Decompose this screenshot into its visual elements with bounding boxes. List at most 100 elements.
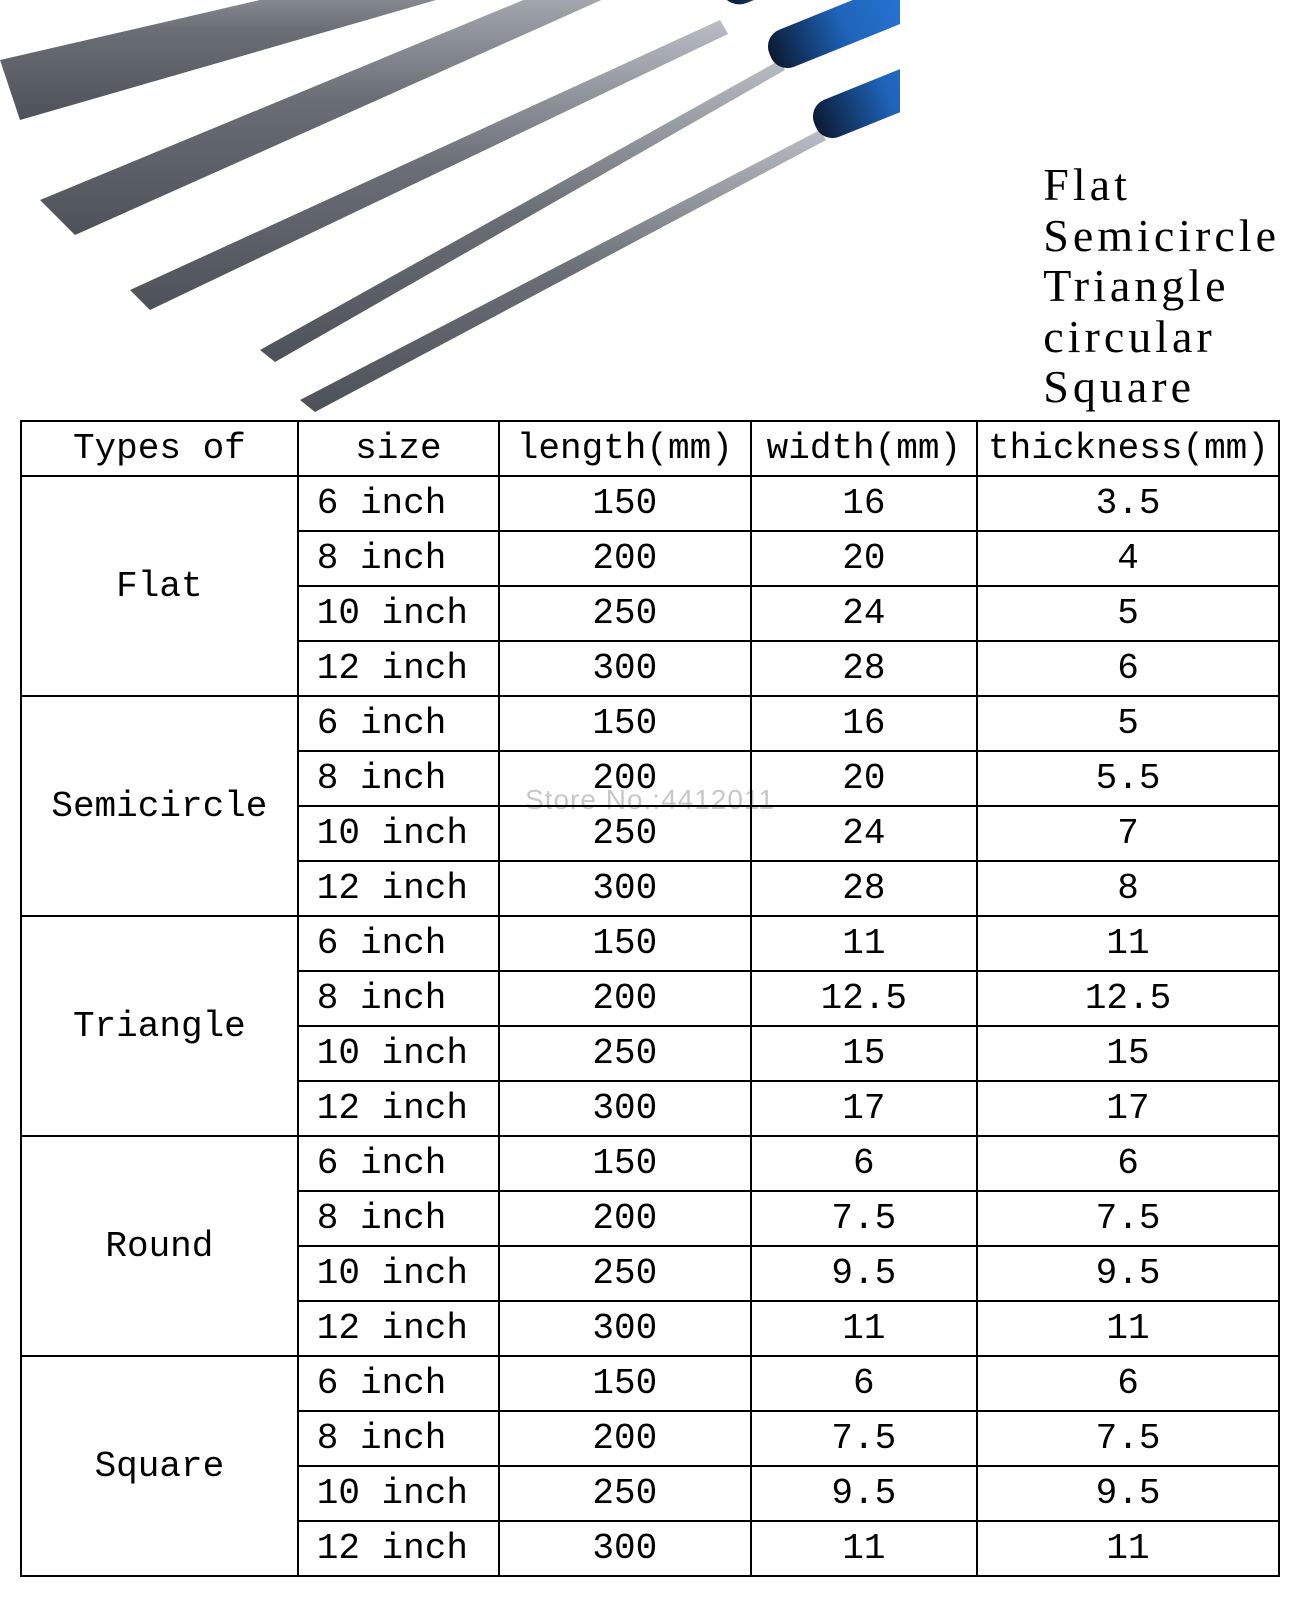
- length-cell: 150: [499, 1136, 751, 1191]
- label-semicircle: Semicircle: [1043, 211, 1280, 262]
- size-cell: 8 inch: [298, 1191, 499, 1246]
- size-cell: 6 inch: [298, 916, 499, 971]
- thickness-cell: 9.5: [977, 1466, 1279, 1521]
- size-cell: 12 inch: [298, 861, 499, 916]
- col-types: Types of: [21, 421, 298, 476]
- size-cell: 8 inch: [298, 971, 499, 1026]
- width-cell: 28: [751, 861, 977, 916]
- width-cell: 24: [751, 586, 977, 641]
- size-cell: 10 inch: [298, 1246, 499, 1301]
- thickness-cell: 7: [977, 806, 1279, 861]
- length-cell: 300: [499, 1081, 751, 1136]
- thickness-cell: 6: [977, 1356, 1279, 1411]
- length-cell: 200: [499, 531, 751, 586]
- size-cell: 12 inch: [298, 1301, 499, 1356]
- width-cell: 20: [751, 751, 977, 806]
- table-row: Triangle6 inch1501111: [21, 916, 1279, 971]
- type-cell: Square: [21, 1356, 298, 1576]
- col-size: size: [298, 421, 499, 476]
- length-cell: 200: [499, 1191, 751, 1246]
- type-cell: Semicircle: [21, 696, 298, 916]
- table-row: Square6 inch15066: [21, 1356, 1279, 1411]
- thickness-cell: 7.5: [977, 1411, 1279, 1466]
- thickness-cell: 3.5: [977, 476, 1279, 531]
- spec-table: Types of size length(mm) width(mm) thick…: [20, 420, 1280, 1577]
- length-cell: 200: [499, 751, 751, 806]
- size-cell: 10 inch: [298, 586, 499, 641]
- size-cell: 10 inch: [298, 806, 499, 861]
- size-cell: 6 inch: [298, 1136, 499, 1191]
- label-triangle: Triangle: [1043, 261, 1280, 312]
- size-cell: 8 inch: [298, 751, 499, 806]
- thickness-cell: 4: [977, 531, 1279, 586]
- col-length: length(mm): [499, 421, 751, 476]
- label-circular: circular: [1043, 312, 1280, 363]
- table-row: Flat6 inch150163.5: [21, 476, 1279, 531]
- length-cell: 300: [499, 1301, 751, 1356]
- size-cell: 8 inch: [298, 531, 499, 586]
- width-cell: 12.5: [751, 971, 977, 1026]
- length-cell: 200: [499, 971, 751, 1026]
- label-square: Square: [1043, 362, 1280, 413]
- width-cell: 9.5: [751, 1466, 977, 1521]
- thickness-cell: 8: [977, 861, 1279, 916]
- type-cell: Round: [21, 1136, 298, 1356]
- length-cell: 250: [499, 586, 751, 641]
- width-cell: 15: [751, 1026, 977, 1081]
- thickness-cell: 6: [977, 1136, 1279, 1191]
- thickness-cell: 5: [977, 586, 1279, 641]
- width-cell: 16: [751, 696, 977, 751]
- thickness-cell: 11: [977, 916, 1279, 971]
- width-cell: 28: [751, 641, 977, 696]
- length-cell: 150: [499, 916, 751, 971]
- length-cell: 150: [499, 476, 751, 531]
- thickness-cell: 9.5: [977, 1246, 1279, 1301]
- type-cell: Flat: [21, 476, 298, 696]
- spec-table-body: Flat6 inch150163.58 inch20020410 inch250…: [21, 476, 1279, 1576]
- width-cell: 17: [751, 1081, 977, 1136]
- type-cell: Triangle: [21, 916, 298, 1136]
- length-cell: 250: [499, 1026, 751, 1081]
- table-row: Semicircle6 inch150165: [21, 696, 1279, 751]
- size-cell: 12 inch: [298, 1521, 499, 1576]
- length-cell: 150: [499, 696, 751, 751]
- thickness-cell: 17: [977, 1081, 1279, 1136]
- size-cell: 8 inch: [298, 1411, 499, 1466]
- length-cell: 200: [499, 1411, 751, 1466]
- length-cell: 300: [499, 641, 751, 696]
- hero-image: Flat Semicircle Triangle circular Square: [0, 0, 1300, 420]
- files-illustration: [0, 0, 900, 420]
- thickness-cell: 11: [977, 1301, 1279, 1356]
- thickness-cell: 5.5: [977, 751, 1279, 806]
- thickness-cell: 6: [977, 641, 1279, 696]
- label-flat: Flat: [1043, 160, 1280, 211]
- file-type-labels: Flat Semicircle Triangle circular Square: [1043, 160, 1280, 413]
- length-cell: 150: [499, 1356, 751, 1411]
- size-cell: 12 inch: [298, 641, 499, 696]
- length-cell: 250: [499, 1466, 751, 1521]
- thickness-cell: 5: [977, 696, 1279, 751]
- col-thickness: thickness(mm): [977, 421, 1279, 476]
- length-cell: 250: [499, 806, 751, 861]
- spec-table-wrap: Types of size length(mm) width(mm) thick…: [0, 420, 1300, 1617]
- length-cell: 300: [499, 861, 751, 916]
- thickness-cell: 12.5: [977, 971, 1279, 1026]
- size-cell: 6 inch: [298, 1356, 499, 1411]
- length-cell: 300: [499, 1521, 751, 1576]
- width-cell: 11: [751, 1301, 977, 1356]
- size-cell: 6 inch: [298, 696, 499, 751]
- width-cell: 16: [751, 476, 977, 531]
- width-cell: 7.5: [751, 1191, 977, 1246]
- width-cell: 24: [751, 806, 977, 861]
- thickness-cell: 7.5: [977, 1191, 1279, 1246]
- length-cell: 250: [499, 1246, 751, 1301]
- col-width: width(mm): [751, 421, 977, 476]
- width-cell: 6: [751, 1356, 977, 1411]
- size-cell: 10 inch: [298, 1466, 499, 1521]
- width-cell: 9.5: [751, 1246, 977, 1301]
- table-row: Round6 inch15066: [21, 1136, 1279, 1191]
- size-cell: 12 inch: [298, 1081, 499, 1136]
- width-cell: 6: [751, 1136, 977, 1191]
- table-header-row: Types of size length(mm) width(mm) thick…: [21, 421, 1279, 476]
- width-cell: 7.5: [751, 1411, 977, 1466]
